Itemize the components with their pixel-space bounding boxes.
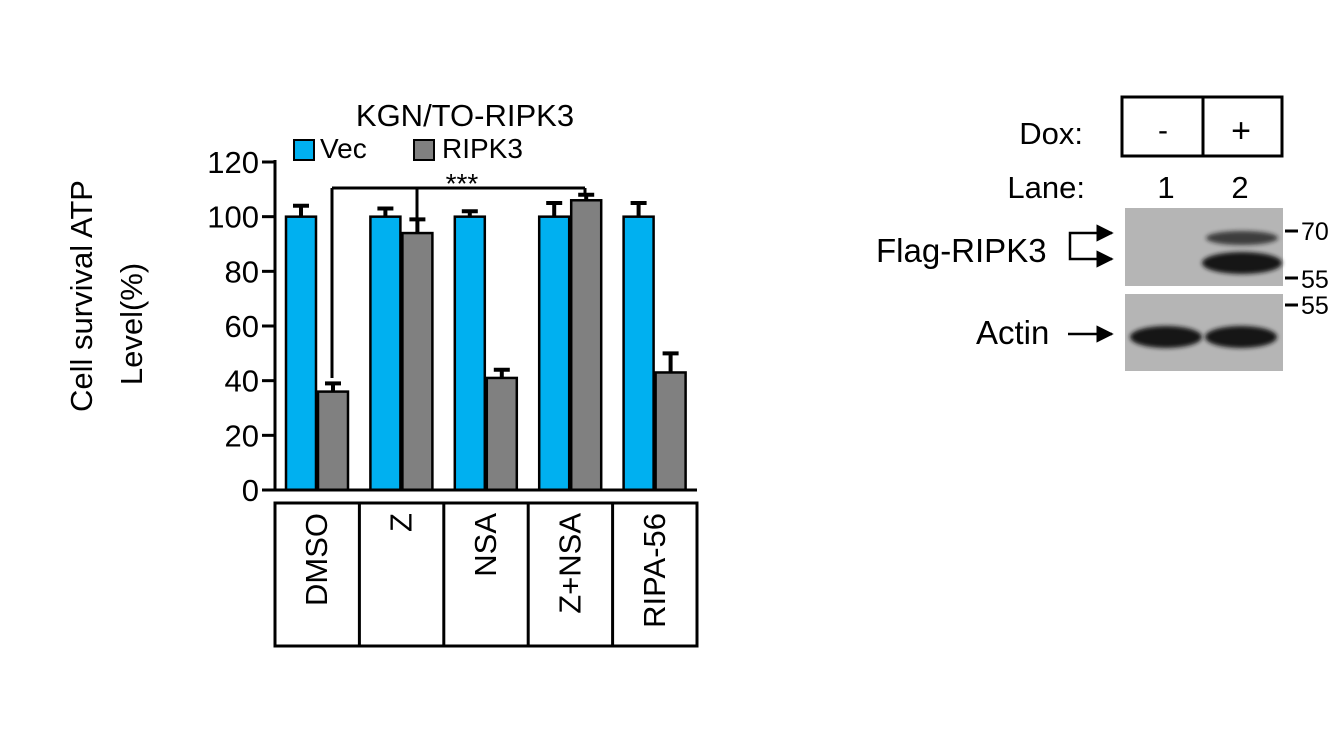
bar-ripk3-z-nsa <box>569 199 603 492</box>
flag-arrows <box>1068 224 1114 268</box>
y-tick-label: 120 <box>207 145 259 180</box>
bar-ripk3-nsa <box>485 376 519 492</box>
marker-55-bottom: 55 <box>1285 292 1329 320</box>
flag-ripk3-label: Flag-RIPK3 <box>876 232 1047 269</box>
bar-chart: KGN/TO-RIPK3 Vec RIPK3 Cell survival ATP… <box>64 98 699 648</box>
category-label: Z+NSA <box>552 513 587 614</box>
bars <box>284 192 687 492</box>
western-blot: Dox: - + Lane: 1 2 Flag-RIPK3 70 55 <box>876 95 1329 371</box>
marker-55-top: 55 <box>1285 266 1329 294</box>
bar-vec-z <box>369 215 402 492</box>
category-table: DMSO Z NSA Z+NSA RIPA-56 <box>273 501 699 648</box>
flag-blot-membrane <box>1125 208 1283 286</box>
lane-label: Lane: <box>1007 170 1085 205</box>
y-axis-ticks: 0 20 40 60 80 100 120 <box>207 145 275 508</box>
chart-title: KGN/TO-RIPK3 <box>356 98 574 133</box>
legend: Vec RIPK3 <box>293 133 523 164</box>
legend-label-ripk3: RIPK3 <box>442 133 523 164</box>
flag-band-lower <box>1202 252 1282 274</box>
bar-vec-nsa <box>453 215 487 492</box>
y-axis-label-line1: Cell survival ATP <box>64 180 99 412</box>
bar-ripk3-ripa-56 <box>654 371 687 492</box>
actin-band-lane2 <box>1205 326 1277 348</box>
category-label: RIPA-56 <box>637 513 672 628</box>
category-label: DMSO <box>299 513 334 606</box>
actin-bands <box>1130 326 1277 348</box>
y-axis-label-line2: Level(%) <box>114 263 149 385</box>
lane-1: 1 <box>1157 170 1174 205</box>
flag-arrow-bracket <box>1068 231 1078 261</box>
y-tick-label: 40 <box>225 364 259 399</box>
dox-minus: - <box>1158 114 1168 147</box>
significance-bracket: *** <box>330 168 587 378</box>
bar-vec-z-nsa <box>537 215 571 492</box>
marker-55-top-label: 55 <box>1301 266 1329 294</box>
legend-swatch-ripk3 <box>413 139 435 161</box>
significance-label: *** <box>446 168 479 199</box>
bar-vec-dmso <box>284 215 318 492</box>
marker-55-bottom-label: 55 <box>1301 292 1329 320</box>
y-tick-label: 100 <box>207 200 259 235</box>
dox-label: Dox: <box>1019 116 1083 151</box>
flag-band-upper <box>1206 231 1278 245</box>
dox-table: - + <box>1120 95 1284 158</box>
y-tick-label: 60 <box>225 309 259 344</box>
marker-70-label: 70 <box>1301 218 1329 246</box>
marker-70: 70 <box>1285 218 1329 246</box>
bar-ripk3-dmso <box>316 390 350 492</box>
actin-label: Actin <box>976 314 1049 351</box>
legend-swatch-vec <box>293 139 315 161</box>
y-tick-label: 0 <box>242 473 259 508</box>
dox-plus: + <box>1231 112 1251 150</box>
bar-vec-ripa-56 <box>622 215 655 492</box>
category-label: NSA <box>468 513 503 577</box>
bar-ripk3-z <box>401 231 434 492</box>
y-tick-label: 20 <box>225 418 259 453</box>
flag-bands <box>1202 231 1282 274</box>
actin-band-lane1 <box>1130 326 1202 348</box>
category-table-border <box>273 501 699 648</box>
y-tick-label: 80 <box>225 254 259 289</box>
legend-label-vec: Vec <box>320 133 367 164</box>
lane-2: 2 <box>1231 170 1248 205</box>
category-label: Z <box>384 513 419 532</box>
